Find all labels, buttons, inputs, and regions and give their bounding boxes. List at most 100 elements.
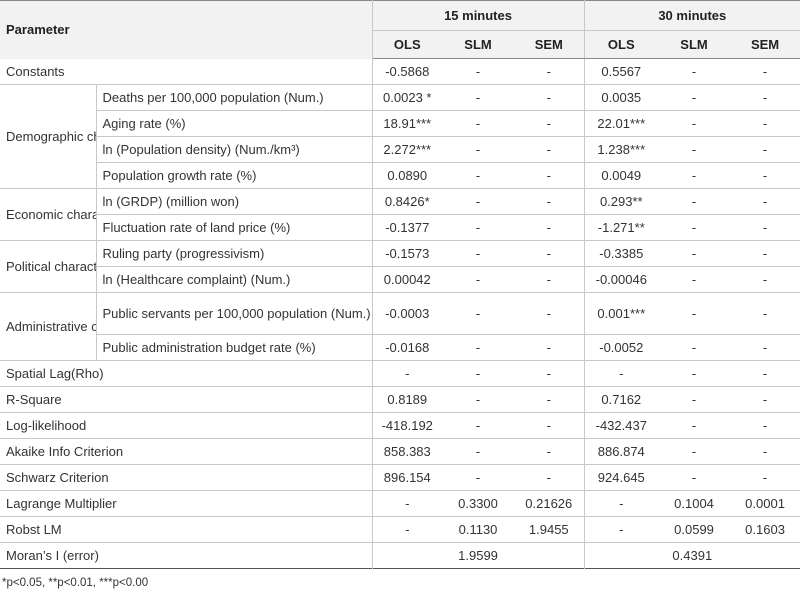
table-row-robust-lm: Robst LM - 0.1130 1.9455 - 0.0599 0.1603 <box>0 516 800 543</box>
cell-ols-30: 0.293** <box>583 188 659 215</box>
cell-sem-30: - <box>762 444 768 459</box>
table-row: ln (Healthcare complaint) (Num.) 0.00042… <box>0 266 800 293</box>
cell-slm-15: - <box>475 392 481 407</box>
row-label: ln (Healthcare complaint) (Num.) <box>102 271 291 287</box>
table-row: Population growth rate (%) 0.0890 - - 0.… <box>0 162 800 189</box>
table-row-morans-i: Moran’s I (error) 1.9599 0.4391 <box>0 542 800 569</box>
cell-sem-30: - <box>762 340 768 355</box>
cell-ols-30: - <box>583 516 659 543</box>
cell-sem-15: - <box>546 366 551 381</box>
cell-ols-15: 0.00042 <box>371 266 443 293</box>
row-label: Schwarz Criterion <box>6 470 109 485</box>
table-row: Political character Ruling party (progre… <box>0 240 800 293</box>
cell-ols-30: 0.7162 <box>583 386 659 413</box>
cell-sem-30: 0.0001 <box>745 496 785 511</box>
cell-slm-15: - <box>475 220 481 235</box>
cell-ols-15: 0.8426* <box>371 188 443 215</box>
cell-ols-15: - <box>371 360 443 387</box>
cell-ols-30: 0.5567 <box>583 58 659 85</box>
cell-sem-30: - <box>762 194 768 209</box>
cell-slm-30: - <box>691 444 697 459</box>
table-row: Public administration budget rate (%) -0… <box>0 334 800 361</box>
row-label: Lagrange Multiplier <box>6 496 117 511</box>
cell-sem-15: - <box>546 64 551 79</box>
row-label: ln (GRDP) (million won) <box>102 193 240 209</box>
cell-sem-30: - <box>762 142 768 157</box>
cell-sem-30: - <box>762 220 768 235</box>
regression-table: Parameter 15 minutes 30 minutes OLS SLM … <box>0 0 800 569</box>
table-row-log-likelihood: Log-likelihood -418.192 - - -432.437 - - <box>0 412 800 439</box>
cell-sem-30: - <box>762 168 768 183</box>
cell-ols-15: 896.154 <box>371 464 443 491</box>
cell-ols-30: -0.00046 <box>583 266 659 293</box>
cell-sem-15: - <box>546 194 551 209</box>
row-label: Akaike Info Criterion <box>6 444 124 459</box>
row-label: Moran’s I (error) <box>6 548 99 563</box>
cell-ols-15: 0.8189 <box>371 386 443 413</box>
row-label: Ruling party (progressivism) <box>102 245 265 261</box>
cell-sem-15: - <box>546 306 551 321</box>
cell-slm-30: - <box>691 168 697 183</box>
category-demographic: Demographic character <box>0 84 97 189</box>
cell-sem-15: - <box>546 142 551 157</box>
cell-ols-30: 22.01*** <box>583 110 659 137</box>
cell-ols-30: 0.0035 <box>583 84 659 111</box>
table-row: ln (Population density) (Num./km³) 2.272… <box>0 136 800 163</box>
cell-slm-30: - <box>691 194 697 209</box>
row-label: Log-likelihood <box>6 418 87 433</box>
cell-ols-15: 2.272*** <box>371 136 443 163</box>
cell-sem-30: - <box>762 470 768 485</box>
cell-slm-30: 0.0599 <box>674 522 714 537</box>
table-row: Aging rate (%) 18.91*** - - 22.01*** - - <box>0 110 800 137</box>
header-slm-30: SLM <box>658 30 731 59</box>
cell-ols-30: -0.3385 <box>583 240 659 267</box>
cell-sem-15: - <box>546 470 551 485</box>
cell-sem-15: 0.21626 <box>525 496 573 511</box>
cell-slm-15: 0.3300 <box>458 496 498 511</box>
cell-slm-30: - <box>691 90 697 105</box>
cell-ols-30: 0.001*** <box>583 292 659 335</box>
cell-sem-15: - <box>546 418 551 433</box>
cell-slm-15: - <box>475 168 481 183</box>
row-label: Public administration budget rate (%) <box>102 339 316 355</box>
cell-sem-30: 0.1603 <box>745 522 785 537</box>
cell-ols-15: -418.192 <box>371 412 443 439</box>
row-label: Population growth rate (%) <box>102 167 257 183</box>
table-row: Economic character ln (GRDP) (million wo… <box>0 188 800 241</box>
cell-slm-30: - <box>691 220 697 235</box>
cell-ols-15: 858.383 <box>371 438 443 465</box>
cell-slm-15: - <box>475 246 481 261</box>
table-header: Parameter 15 minutes 30 minutes OLS SLM … <box>0 0 800 59</box>
row-label: Constants <box>6 63 65 79</box>
cell-sem-30: - <box>762 272 768 287</box>
table-row-aic: Akaike Info Criterion 858.383 - - 886.87… <box>0 438 800 465</box>
table-row-constants: Constants -0.5868 - - 0.5567 - - <box>0 58 800 85</box>
row-label: Spatial Lag(Rho) <box>6 366 104 381</box>
cell-ols-15: 18.91*** <box>371 110 443 137</box>
cell-ols-15: -0.1377 <box>371 214 443 241</box>
cell-sem-15: - <box>546 444 551 459</box>
cell-morans-15: 1.9599 <box>371 542 585 569</box>
cell-slm-15: - <box>475 116 481 131</box>
row-label: Robst LM <box>6 522 62 537</box>
header-group-30-minutes: 30 minutes <box>584 0 800 31</box>
cell-slm-30: - <box>691 392 697 407</box>
cell-sem-15: - <box>546 220 551 235</box>
cell-sem-30: - <box>762 64 768 79</box>
cell-slm-30: - <box>691 366 697 381</box>
cell-sem-15: - <box>546 340 551 355</box>
row-label: Public servants per 100,000 population (… <box>102 305 371 321</box>
table-row: Administrative character Public servants… <box>0 292 800 361</box>
significance-footnote: *p<0.05, **p<0.01, ***p<0.00 <box>2 577 149 589</box>
row-label: Fluctuation rate of land price (%) <box>102 219 291 235</box>
cell-sem-30: - <box>762 90 768 105</box>
cell-ols-15: -0.1573 <box>371 240 443 267</box>
table-row-spatial-lag: Spatial Lag(Rho) - - - - - - <box>0 360 800 387</box>
cell-ols-30: -1.271** <box>583 214 659 241</box>
cell-slm-30: - <box>691 418 697 433</box>
cell-sem-15: - <box>546 90 551 105</box>
table-row: Fluctuation rate of land price (%) -0.13… <box>0 214 800 241</box>
table-row: Demographic character Deaths per 100,000… <box>0 84 800 189</box>
cell-slm-15: - <box>475 272 481 287</box>
cell-slm-30: - <box>691 64 697 79</box>
